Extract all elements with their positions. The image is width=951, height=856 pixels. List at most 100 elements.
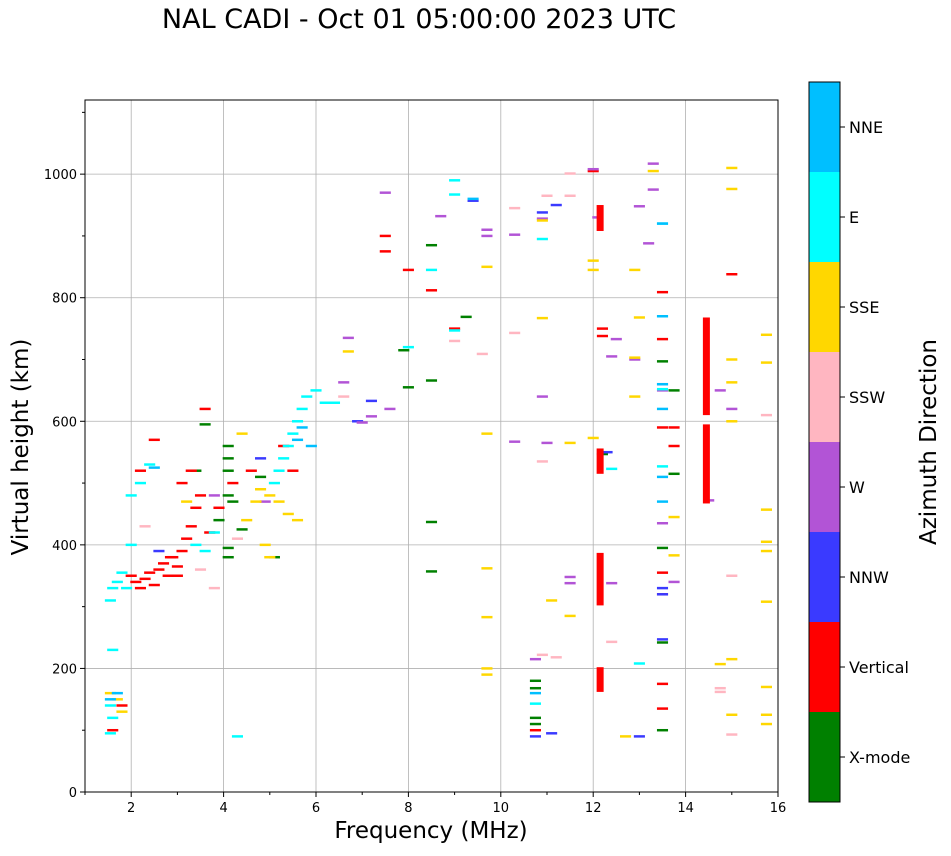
data-point-vertical [194, 494, 207, 497]
data-point-sse [536, 219, 548, 222]
data-point-nnw [255, 457, 267, 460]
data-point-w [647, 162, 659, 165]
data-point-vertical [148, 438, 160, 442]
data-point-w [606, 355, 618, 358]
data-point-nnw [546, 732, 558, 735]
data-point-e [449, 329, 461, 332]
data-point-sse [726, 358, 738, 361]
data-point-sse [760, 361, 772, 364]
data-point-ssw [449, 339, 461, 343]
data-point-e [328, 401, 341, 404]
data-point-x-mode [255, 475, 267, 479]
data-point-w [481, 228, 493, 231]
data-point-e [633, 662, 645, 665]
data-point-e [121, 586, 133, 590]
data-point-nnw [601, 450, 613, 454]
data-point-w [541, 441, 553, 445]
data-point-vertical [148, 583, 160, 587]
colorbar-tick-label: SSW [849, 388, 885, 407]
data-point-vertical [176, 481, 188, 485]
data-point-x-mode [529, 679, 541, 683]
data-point-x-mode [656, 546, 669, 550]
data-point-ssw [139, 525, 151, 528]
data-point-sse [629, 395, 641, 398]
data-point-ssw [564, 172, 576, 175]
data-point-e [268, 481, 280, 485]
data-point-nne [656, 315, 669, 318]
data-point-e [208, 531, 220, 534]
data-point-vertical [134, 469, 146, 472]
data-point-e [107, 648, 119, 652]
data-point-ssw [726, 733, 738, 736]
data-point-vertical [125, 574, 137, 577]
data-point-sse [760, 333, 772, 337]
data-point-w [356, 421, 368, 424]
data-point-ssw [714, 686, 726, 690]
data-point-e [104, 732, 116, 735]
data-point-w [656, 521, 669, 525]
data-point-w [379, 191, 391, 194]
data-point-e [125, 494, 137, 497]
data-point-ssw [606, 640, 618, 644]
data-point-vertical [668, 426, 680, 429]
data-point-nne [656, 475, 669, 479]
data-point-vertical [379, 250, 391, 253]
colorbar-cell-ssw [809, 352, 840, 442]
data-point-nne [305, 444, 317, 448]
data-point-w [384, 407, 396, 411]
data-point-x-mode [425, 520, 438, 524]
data-point-x-mode [213, 518, 225, 522]
data-point-vertical [162, 574, 174, 577]
colorbar-tick-label: W [849, 478, 865, 497]
data-point-sse [481, 265, 493, 269]
data-point-sse [259, 543, 271, 547]
data-point-w [668, 580, 680, 584]
data-point-nnw [536, 211, 548, 214]
data-point-vertical [587, 169, 599, 173]
data-point-vertical [425, 289, 438, 292]
data-point-vertical [164, 555, 177, 559]
data-point-sse [760, 685, 772, 689]
colorbar-frame [808, 81, 841, 803]
data-point-nnw [633, 735, 645, 738]
data-point-w [342, 336, 354, 340]
data-point-w [606, 581, 618, 585]
data-point-e [104, 599, 116, 602]
data-point-x-mode [425, 570, 438, 573]
colorbar-tick-label: X-mode [849, 748, 910, 767]
data-point-e [278, 457, 290, 460]
data-point-vertical [153, 568, 165, 571]
data-point-vertical [449, 327, 461, 330]
data-point-nne [111, 691, 123, 695]
data-point-sse [629, 356, 641, 359]
data-point-nne [656, 500, 669, 503]
data-point-e [273, 469, 285, 472]
data-point-e [656, 465, 669, 468]
data-point-ssw [550, 656, 562, 659]
y-tick-label: 200 [52, 662, 77, 677]
x-tick-label: 6 [312, 801, 320, 816]
x-tick-label: 4 [219, 801, 227, 816]
data-point-e [449, 179, 461, 182]
data-point-sse [481, 615, 493, 619]
x-tick-label: 12 [585, 801, 602, 816]
data-point-ssw [564, 194, 576, 198]
data-point-sse [111, 698, 123, 701]
data-point-e [107, 586, 119, 590]
data-point-e [425, 268, 438, 272]
data-point-ssw [509, 206, 521, 210]
data-point-nne [656, 382, 669, 386]
data-point-nne [148, 466, 160, 469]
colorbar-cell-sse [809, 262, 840, 352]
data-point-e [301, 395, 313, 398]
data-point-sse [116, 710, 128, 713]
data-point-vertical [245, 469, 257, 472]
x-tick-label: 10 [493, 801, 510, 816]
x-tick-label: 2 [127, 801, 135, 816]
x-tick-label: 8 [404, 801, 412, 816]
data-point-x-mode [668, 389, 680, 392]
data-point-x-mode [529, 716, 541, 720]
data-point-ssw [194, 568, 207, 571]
data-point-e [104, 704, 116, 707]
